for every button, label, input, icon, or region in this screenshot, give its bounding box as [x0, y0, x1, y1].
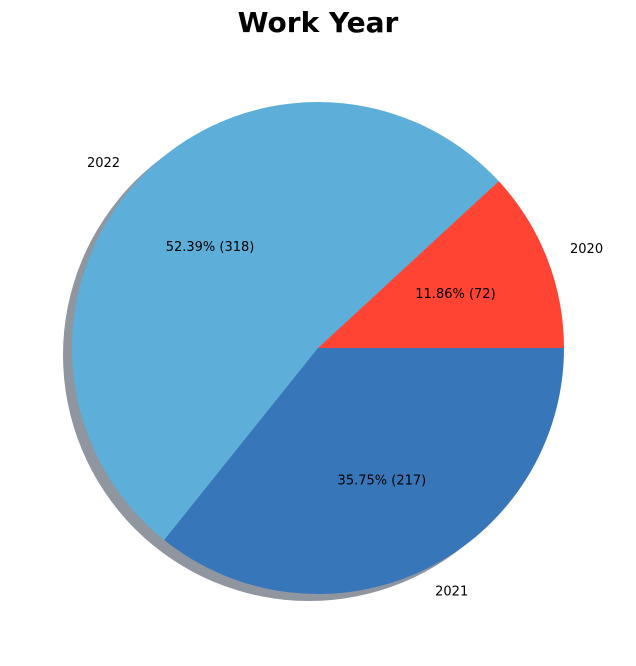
slice-label-2021: 2021 [435, 584, 468, 599]
pie-slices [71, 102, 564, 595]
slice-percent-2020: 11.86% (72) [415, 287, 495, 302]
pie-slice-2021 [164, 348, 564, 595]
pie-slice-2022 [71, 102, 499, 540]
slice-label-2022: 2022 [87, 156, 120, 171]
chart-title: Work Year [238, 6, 399, 39]
slice-percent-2022: 52.39% (318) [166, 240, 255, 255]
pie-slice-2020 [318, 181, 564, 348]
pie-labels: 2020 11.86% (72) 2022 52.39% (318) 2021 35.75… [87, 156, 603, 599]
slice-percent-2021: 35.75% (217) [338, 474, 427, 489]
slice-label-2020: 2020 [570, 242, 603, 257]
